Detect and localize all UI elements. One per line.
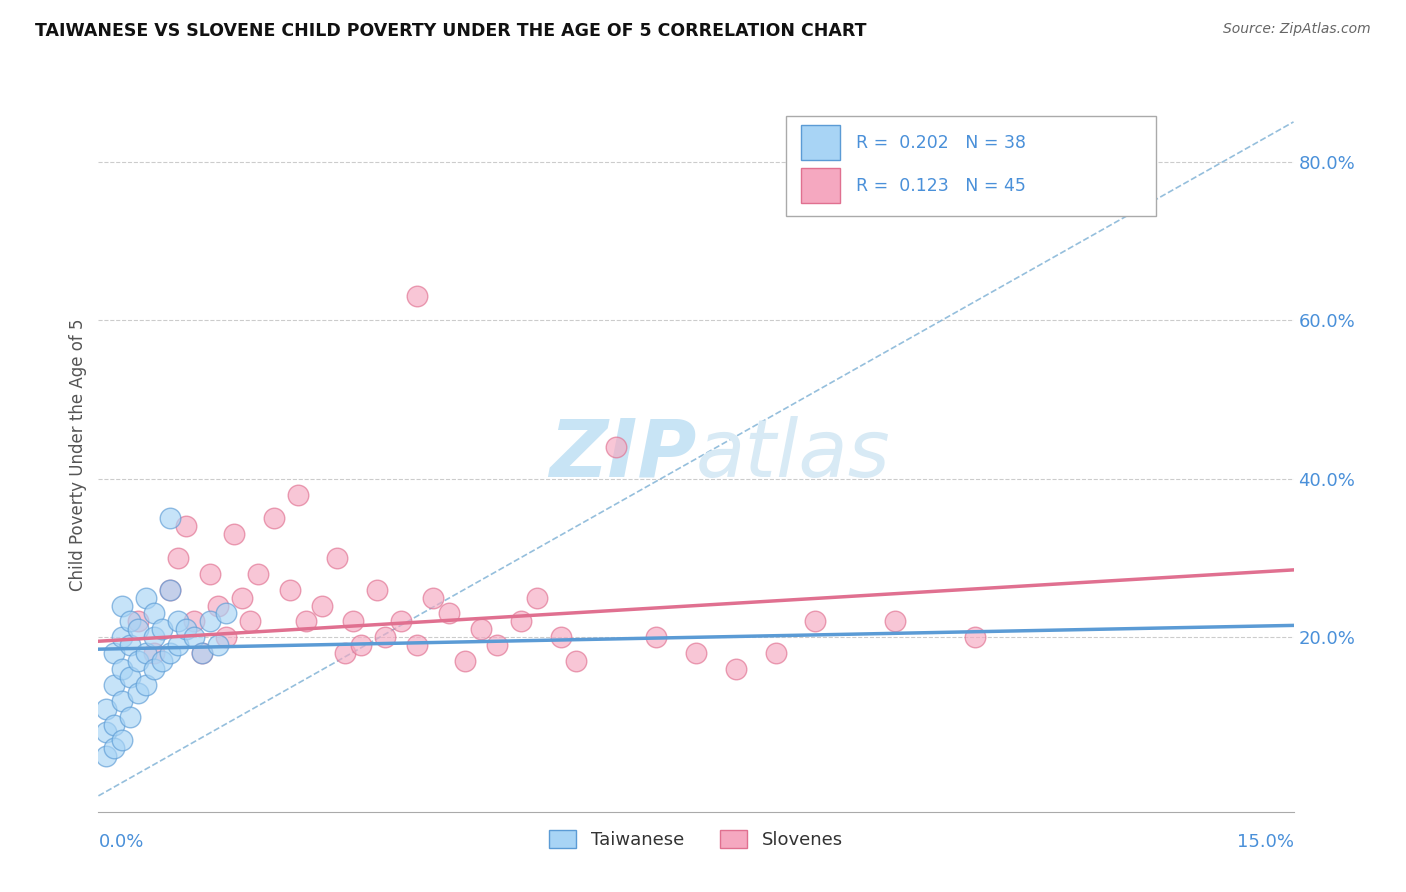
Point	[565, 654, 588, 668]
Point	[159, 582, 181, 597]
Point	[246, 566, 269, 581]
Point	[159, 582, 181, 597]
Point	[183, 630, 205, 644]
Point	[239, 615, 262, 629]
Text: 15.0%: 15.0%	[1236, 833, 1294, 851]
Point	[198, 566, 221, 581]
Text: R =  0.202   N = 38: R = 0.202 N = 38	[856, 134, 1025, 152]
Y-axis label: Child Poverty Under the Age of 5: Child Poverty Under the Age of 5	[69, 318, 87, 591]
Point	[111, 599, 134, 613]
Point	[963, 630, 986, 644]
Point	[143, 607, 166, 621]
Point	[135, 591, 157, 605]
Point	[222, 527, 245, 541]
Point	[605, 440, 627, 454]
Point	[454, 654, 477, 668]
Point	[207, 638, 229, 652]
Point	[326, 551, 349, 566]
FancyBboxPatch shape	[801, 168, 841, 203]
Point	[159, 511, 181, 525]
Point	[183, 615, 205, 629]
Point	[374, 630, 396, 644]
Point	[437, 607, 460, 621]
Point	[111, 694, 134, 708]
Point	[215, 607, 238, 621]
Text: TAIWANESE VS SLOVENE CHILD POVERTY UNDER THE AGE OF 5 CORRELATION CHART: TAIWANESE VS SLOVENE CHILD POVERTY UNDER…	[35, 22, 866, 40]
Point	[470, 623, 492, 637]
Point	[231, 591, 253, 605]
Point	[287, 487, 309, 501]
Point	[159, 646, 181, 660]
Point	[350, 638, 373, 652]
Point	[215, 630, 238, 644]
Text: ZIP: ZIP	[548, 416, 696, 494]
Point	[191, 646, 214, 660]
Point	[111, 662, 134, 676]
Point	[103, 717, 125, 731]
Point	[150, 623, 173, 637]
Point	[111, 733, 134, 747]
Point	[143, 662, 166, 676]
Point	[150, 654, 173, 668]
Point	[278, 582, 301, 597]
Point	[96, 749, 118, 764]
Point	[207, 599, 229, 613]
Point	[198, 615, 221, 629]
Point	[103, 741, 125, 756]
Point	[167, 638, 190, 652]
Point	[645, 630, 668, 644]
Point	[294, 615, 316, 629]
Point	[127, 615, 149, 629]
Point	[724, 662, 747, 676]
Point	[389, 615, 412, 629]
Point	[103, 646, 125, 660]
Point	[127, 686, 149, 700]
Point	[143, 630, 166, 644]
Point	[111, 630, 134, 644]
Point	[311, 599, 333, 613]
Point	[335, 646, 357, 660]
Point	[406, 289, 429, 303]
Point	[485, 638, 508, 652]
Text: atlas: atlas	[696, 416, 891, 494]
Point	[103, 678, 125, 692]
Text: R =  0.123   N = 45: R = 0.123 N = 45	[856, 177, 1025, 194]
Point	[342, 615, 364, 629]
FancyBboxPatch shape	[786, 116, 1156, 216]
Point	[174, 519, 197, 533]
Point	[135, 678, 157, 692]
Point	[422, 591, 444, 605]
Text: 0.0%: 0.0%	[98, 833, 143, 851]
Point	[96, 701, 118, 715]
Point	[509, 615, 531, 629]
Point	[174, 623, 197, 637]
Point	[765, 646, 787, 660]
Point	[167, 615, 190, 629]
Point	[127, 623, 149, 637]
Point	[143, 646, 166, 660]
Point	[406, 638, 429, 652]
Point	[135, 646, 157, 660]
Legend: Taiwanese, Slovenes: Taiwanese, Slovenes	[541, 822, 851, 856]
Point	[685, 646, 707, 660]
Point	[120, 615, 142, 629]
FancyBboxPatch shape	[801, 125, 841, 161]
Point	[884, 615, 907, 629]
Point	[167, 551, 190, 566]
Text: Source: ZipAtlas.com: Source: ZipAtlas.com	[1223, 22, 1371, 37]
Point	[120, 638, 142, 652]
Point	[127, 654, 149, 668]
Point	[550, 630, 572, 644]
Point	[191, 646, 214, 660]
Point	[526, 591, 548, 605]
Point	[120, 670, 142, 684]
Point	[366, 582, 388, 597]
Point	[804, 615, 827, 629]
Point	[263, 511, 285, 525]
Point	[96, 725, 118, 739]
Point	[120, 709, 142, 723]
